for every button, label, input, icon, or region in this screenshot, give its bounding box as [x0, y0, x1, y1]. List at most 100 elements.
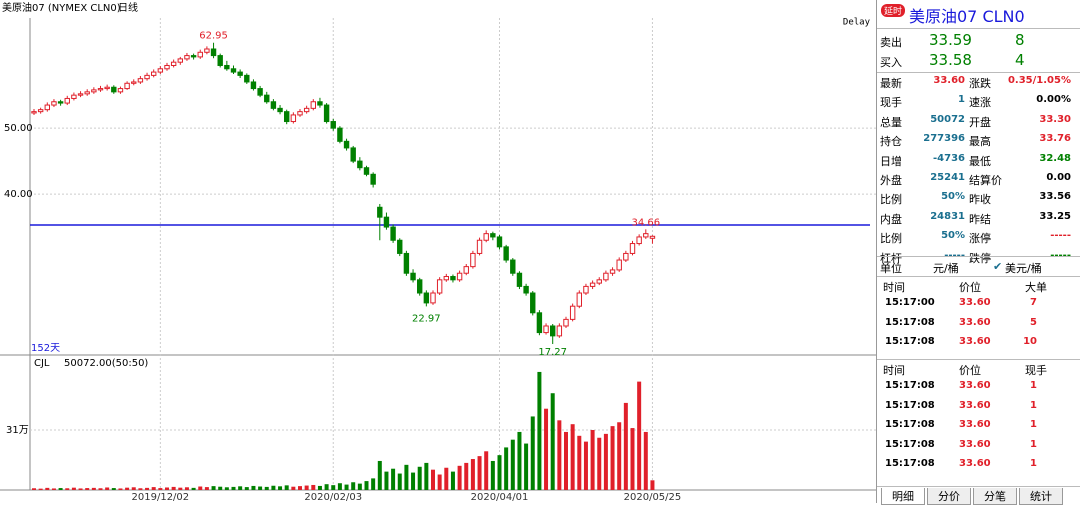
candle-body: [250, 81, 257, 90]
tab[interactable]: 统计: [1019, 488, 1063, 505]
field-value: 50072: [930, 113, 965, 125]
volume-bar: [184, 487, 189, 490]
volume-bar: [238, 486, 243, 490]
candle-body: [530, 292, 536, 314]
volume-bar: [125, 487, 130, 490]
candle-body: [91, 89, 97, 93]
table-header: 现手: [1025, 364, 1047, 377]
candle-body: [104, 86, 110, 90]
volume-bar: [524, 443, 529, 490]
volume-bar: [404, 464, 409, 490]
period[interactable]: 日线: [118, 1, 138, 14]
volume-bar: [191, 487, 196, 490]
candle-body: [64, 97, 70, 104]
tab[interactable]: 分笔: [973, 488, 1017, 505]
divider: [877, 486, 1080, 487]
table-header: 时间: [883, 364, 905, 377]
volume-bar: [317, 485, 322, 490]
volume-bar: [198, 486, 203, 490]
extreme-label: 17.27: [538, 347, 567, 358]
volume-bar: [118, 488, 123, 490]
candle-body: [450, 276, 456, 281]
field-label: 速涨: [969, 96, 991, 110]
candle-body: [430, 292, 436, 304]
candle-body: [583, 285, 589, 294]
extreme-label: 62.95: [199, 31, 228, 42]
y-tick-label: 31万: [6, 425, 29, 436]
unit-option[interactable]: 元/桶: [933, 262, 959, 275]
volume-bar: [557, 420, 562, 490]
volume-bar: [497, 455, 502, 490]
trade-time: 15:17:08: [885, 380, 935, 391]
candle-body: [363, 167, 370, 175]
unit-label: 单位: [880, 262, 902, 275]
volume-bar: [590, 430, 595, 490]
trade-time: 15:17:08: [885, 399, 935, 411]
candle-body: [543, 325, 549, 334]
volume-bar: [258, 486, 263, 490]
volume-bar: [431, 469, 435, 490]
volume-bar: [444, 467, 449, 490]
volume-bar: [78, 488, 83, 490]
volume-bar: [58, 488, 63, 490]
candle-body: [157, 68, 164, 73]
field-value: 25241: [930, 172, 965, 183]
candle-body: [84, 91, 90, 95]
volume-bar: [477, 456, 482, 490]
days-label: 152天: [31, 343, 60, 354]
volume-label[interactable]: CJL: [34, 358, 50, 369]
candle-body: [510, 259, 516, 274]
volume-bar: [251, 485, 256, 490]
candle-body: [596, 279, 602, 284]
candle-body: [337, 127, 343, 142]
chart-bg: [0, 0, 876, 503]
field-label: 外盘: [880, 174, 902, 187]
volume-bar: [357, 483, 362, 490]
candle-body: [556, 325, 563, 337]
x-tick-label: 2020/05/25: [624, 492, 682, 503]
candle-body: [137, 78, 144, 83]
field-label: 持仓: [880, 135, 902, 149]
tab[interactable]: 分价: [927, 488, 971, 505]
field-value: 0.00: [1046, 172, 1071, 183]
field-value: 1: [958, 94, 965, 106]
volume-bar: [384, 471, 389, 490]
candle-body: [303, 107, 310, 113]
unit-option[interactable]: 美元/桶: [1005, 262, 1042, 275]
field-value: 33.30: [1039, 113, 1071, 125]
candle-body: [410, 272, 416, 281]
candle-body: [496, 236, 503, 248]
candle-body: [51, 101, 57, 106]
candle-body: [417, 279, 423, 294]
volume-bar: [98, 488, 103, 490]
candle-body: [397, 239, 403, 254]
field-label: 涨跌: [969, 77, 991, 90]
volume-bar: [231, 486, 236, 490]
volume-bar: [577, 435, 582, 490]
quote-price: 33.59: [929, 31, 972, 49]
candle-body: [470, 252, 476, 268]
volume-bar: [504, 447, 509, 490]
volume-bar: [131, 487, 136, 490]
field-label: 昨结: [969, 212, 991, 226]
field-value: 33.76: [1039, 133, 1071, 145]
trade-size: 1: [1030, 458, 1037, 470]
trade-price: 33.60: [959, 297, 991, 308]
trade-size: 10: [1023, 336, 1037, 348]
field-value: 33.56: [1039, 191, 1071, 203]
volume-bar: [111, 488, 116, 490]
volume-bar: [424, 462, 429, 490]
candle-body: [503, 246, 509, 261]
candle-body: [284, 111, 290, 123]
trade-time: 15:17:08: [885, 336, 935, 348]
trade-time: 15:17:08: [885, 458, 935, 470]
delay: Delay: [843, 18, 871, 28]
trade-time: 15:17:08: [885, 316, 935, 328]
candle-body: [151, 71, 157, 76]
trade-size: 1: [1030, 380, 1037, 391]
tab[interactable]: 明细: [881, 488, 925, 505]
candle-body: [603, 272, 609, 281]
candle-body: [204, 48, 210, 53]
x-tick-label: 2020/02/03: [304, 492, 362, 503]
quote-size: 8: [1015, 31, 1025, 49]
